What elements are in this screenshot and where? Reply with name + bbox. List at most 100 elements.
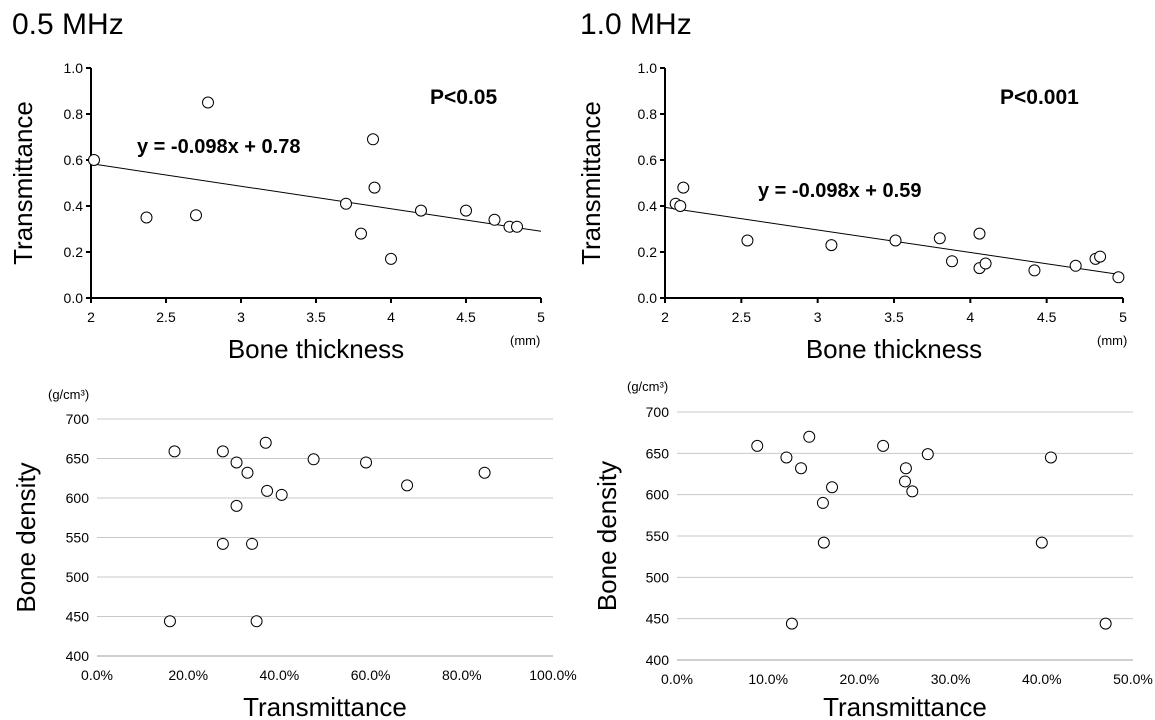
data-point (973, 227, 986, 240)
y-tick-label: 500 (66, 569, 90, 585)
x-tick-label: 20.0% (840, 671, 880, 687)
data-point (216, 445, 229, 458)
x-tick-label: 3.5 (884, 309, 904, 325)
y-tick-label: 650 (646, 445, 670, 461)
data-point (803, 430, 816, 443)
x-axis-unit: (mm) (1097, 333, 1127, 348)
x-axis-label: Transmittance (823, 692, 987, 720)
x-tick-label: 0.0% (661, 671, 693, 687)
y-axis-label: Bone density (592, 461, 622, 611)
data-point (795, 462, 808, 475)
y-tick-label: 1.0 (638, 60, 658, 76)
data-point (168, 445, 181, 458)
data-point (216, 537, 229, 550)
y-tick-label: 600 (646, 487, 670, 503)
data-point (385, 252, 397, 265)
data-point (1112, 271, 1125, 284)
data-point (1069, 259, 1082, 272)
data-point (360, 456, 373, 469)
data-point (88, 154, 100, 166)
y-tick-label: 550 (646, 528, 670, 544)
x-axis-unit: (mm) (510, 333, 540, 348)
trendline (90, 163, 542, 232)
y-tick-label: 700 (66, 411, 90, 427)
data-point (401, 479, 414, 492)
data-point (816, 496, 829, 509)
x-tick-label: 0.0% (81, 667, 113, 683)
data-point (246, 537, 259, 550)
p-value-label: P<0.05 (430, 86, 497, 109)
data-point (340, 197, 352, 210)
data-point (190, 209, 202, 222)
y-axis-unit: (g/cm³) (48, 387, 89, 402)
x-tick-label: 20.0% (168, 667, 208, 683)
y-tick-label: 0.4 (638, 198, 658, 214)
data-point (230, 456, 243, 469)
x-tick-label: 100.0% (529, 667, 576, 683)
data-point (817, 536, 830, 549)
y-tick-label: 450 (646, 611, 670, 627)
data-point (250, 615, 263, 628)
panel-title-10mhz: 1.0 MHz (580, 8, 692, 41)
x-tick-label: 3 (237, 309, 245, 325)
data-point (825, 239, 838, 252)
y-tick-label: 700 (646, 404, 670, 420)
data-point (259, 436, 272, 449)
y-tick-label: 0.8 (64, 106, 84, 122)
data-point (785, 617, 798, 630)
x-tick-label: 2 (87, 309, 95, 325)
x-tick-label: 30.0% (931, 671, 971, 687)
regression-equation: y = -0.098x + 0.78 (137, 136, 300, 158)
data-point (677, 181, 690, 194)
x-tick-label: 5 (1119, 309, 1127, 325)
data-point (946, 255, 959, 268)
data-point (488, 213, 501, 226)
data-point (921, 448, 934, 461)
x-tick-label: 10.0% (748, 671, 788, 687)
data-point (368, 181, 381, 194)
y-tick-label: 0.6 (638, 152, 658, 168)
x-tick-label: 2.5 (156, 309, 176, 325)
data-point (826, 481, 839, 494)
y-tick-label: 0.0 (64, 290, 84, 306)
x-axis-label: Bone thickness (228, 334, 404, 364)
y-tick-label: 1.0 (64, 60, 84, 76)
y-tick-label: 500 (646, 569, 670, 585)
data-point (889, 234, 902, 247)
x-tick-label: 2 (661, 309, 669, 325)
data-point (899, 462, 912, 475)
x-tick-label: 2.5 (732, 309, 752, 325)
data-point (202, 96, 214, 109)
y-tick-label: 650 (66, 451, 90, 467)
y-tick-label: 0.4 (64, 198, 84, 214)
data-point (230, 499, 243, 512)
data-point (1028, 264, 1041, 277)
data-point (478, 466, 491, 479)
x-tick-label: 4 (387, 309, 395, 325)
panel-title-05mhz: 0.5 MHz (12, 8, 124, 41)
x-tick-label: 4.5 (1037, 309, 1057, 325)
y-tick-label: 550 (66, 530, 90, 546)
data-point (511, 220, 523, 233)
data-point (355, 227, 367, 240)
x-tick-label: 50.0% (1113, 671, 1153, 687)
data-point (1099, 617, 1112, 630)
x-axis-label: Bone thickness (806, 334, 982, 364)
regression-equation: y = -0.098x + 0.59 (758, 180, 921, 202)
y-tick-label: 600 (66, 490, 90, 506)
data-point (241, 466, 254, 479)
x-tick-label: 5 (537, 309, 545, 325)
data-point (140, 211, 153, 224)
data-point (979, 257, 992, 270)
x-tick-label: 4 (966, 309, 974, 325)
y-tick-label: 0.8 (638, 106, 658, 122)
x-tick-label: 4.5 (456, 309, 476, 325)
data-point (780, 451, 793, 464)
data-point (1035, 536, 1048, 549)
data-point (906, 485, 919, 498)
data-point (899, 475, 911, 488)
data-point (367, 133, 379, 146)
y-tick-label: 0.2 (64, 244, 84, 260)
y-tick-label: 400 (646, 652, 670, 668)
